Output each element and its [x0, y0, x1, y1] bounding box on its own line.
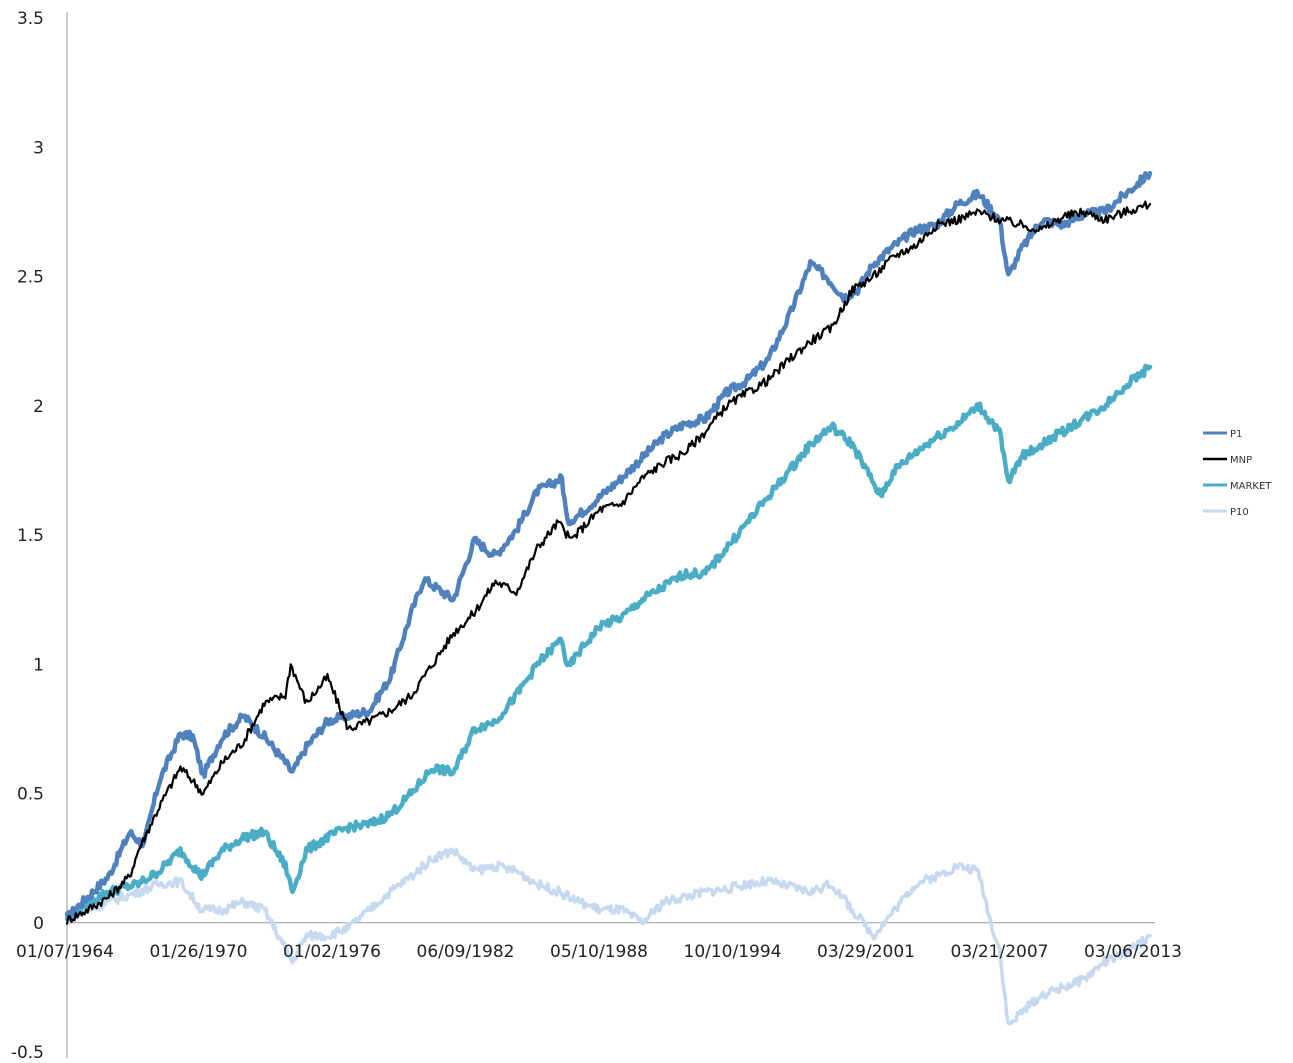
series-line-p10	[65, 847, 1152, 1026]
legend-label-mnp: MNP	[1230, 455, 1252, 466]
y-tick-label: -0.5	[11, 1043, 44, 1063]
legend: P1 MNP MARKET P10	[1203, 429, 1272, 518]
x-tick-label: 06/09/1982	[417, 942, 515, 962]
y-tick-label: 2	[33, 397, 44, 417]
y-tick-label: 1	[33, 655, 44, 675]
legend-label-p10: P10	[1230, 507, 1249, 518]
series-line-p1	[64, 170, 1153, 921]
axes	[66, 12, 1155, 1058]
x-tick-label: 03/29/2001	[817, 942, 915, 962]
x-tick-label: 03/21/2007	[951, 942, 1049, 962]
x-tick-label: 10/10/1994	[684, 942, 782, 962]
x-tick-label: 01/26/1970	[150, 942, 248, 962]
series-line-market	[64, 363, 1153, 922]
x-tick-label: 01/07/1964	[16, 942, 114, 962]
series-lines	[64, 170, 1153, 1026]
legend-label-market: MARKET	[1230, 481, 1272, 492]
x-tick-label: 01/02/1976	[283, 942, 381, 962]
y-tick-label: 3	[33, 138, 44, 158]
y-tick-label: 2.5	[17, 268, 44, 288]
y-tick-label: 0	[33, 914, 44, 934]
x-tick-label: 03/06/2013	[1084, 942, 1182, 962]
y-tick-label: 0.5	[17, 785, 44, 805]
y-tick-label: 3.5	[17, 9, 44, 29]
y-tick-label: 1.5	[17, 526, 44, 546]
x-tick-label: 05/10/1988	[550, 942, 648, 962]
x-axis-tick-labels: 01/07/1964 01/26/1970 01/02/1976 06/09/1982…	[16, 942, 1182, 962]
series-line-mnp	[65, 200, 1152, 925]
y-axis-tick-labels: 3.5 3 2.5 2 1.5 1 0.5 0 -0.5	[11, 9, 44, 1063]
legend-label-p1: P1	[1230, 429, 1242, 440]
